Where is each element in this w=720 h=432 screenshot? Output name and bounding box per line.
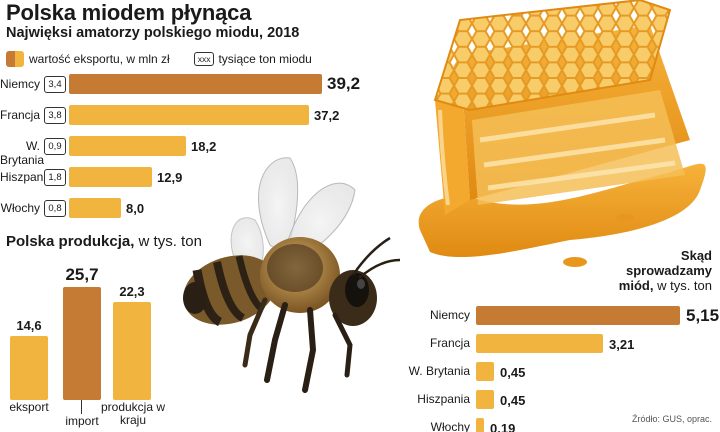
import-category-label: Francja (429, 336, 470, 350)
import-title-line-1: Skąd (680, 248, 712, 263)
source-note: Źródło: GUS, oprac. (631, 414, 712, 424)
export-value-label: 37,2 (314, 108, 340, 123)
export-category-label: Niemcy (0, 77, 41, 91)
production-value-label: 25,7 (65, 265, 99, 284)
legend-swatch-light (15, 51, 24, 67)
legend: wartość eksportu, w mln zł xxx tysiące t… (6, 51, 312, 67)
production-title-text: Polska produkcja, (6, 233, 135, 250)
import-unit: w tys. ton (653, 278, 712, 293)
import-bar-chart: Niemcy 5,15 Francja 3,21 W. Brytania 0,45 Hisz… (380, 300, 720, 432)
export-tons-box: 0,9 (44, 138, 66, 155)
legend-tons-label: tysiące ton miodu (218, 52, 312, 66)
production-category-label: produkcja w kraju (100, 400, 166, 427)
export-bar (69, 105, 309, 125)
production-bar-chart: 14,6 25,7 22,3 eksport import produkcja w kra… (0, 262, 170, 432)
production-title: Polska produkcja, w tys. ton (6, 233, 202, 250)
honeycomb-illustration (418, 0, 706, 267)
export-category-label: W. Brytania (0, 139, 45, 167)
production-value-label: 22,3 (119, 284, 145, 299)
production-category-label: import (65, 414, 99, 428)
honeybee-illustration (183, 157, 401, 393)
production-bar (63, 287, 101, 400)
production-category-label: eksport (9, 400, 49, 414)
production-label-leader (81, 400, 82, 414)
page-title: Polska miodem płynąca (6, 0, 252, 25)
export-value-label: 18,2 (191, 139, 217, 154)
import-bar (476, 390, 494, 409)
legend-export-label: wartość eksportu, w mln zł (29, 52, 170, 66)
import-title-line-3: miód, (618, 278, 654, 293)
production-bar (113, 302, 151, 400)
import-category-label: Hiszpania (417, 392, 470, 406)
export-tons-box: 0,8 (44, 200, 66, 217)
export-value-label: 8,0 (126, 201, 145, 216)
import-title: Skąd sprowadzamy miód, w tys. ton (572, 248, 712, 293)
export-category-label: Włochy (0, 201, 40, 215)
export-bar-chart: Niemcy 3,4 39,2 Francja 3,8 37,2 W. Brytania 0,… (0, 74, 400, 224)
export-value-label: 12,9 (157, 170, 183, 185)
export-value-label: 39,2 (327, 74, 361, 93)
import-bar (476, 362, 494, 381)
import-category-label: Niemcy (429, 308, 470, 322)
export-tons-box: 3,4 (44, 76, 66, 93)
import-value-label: 0,19 (490, 421, 516, 432)
import-value-label: 0,45 (500, 365, 526, 380)
import-value-label: 3,21 (609, 337, 635, 352)
export-category-label: Hiszpania (0, 170, 53, 184)
import-title-line-2: sprowadzamy (626, 263, 712, 278)
export-bar (69, 74, 322, 94)
import-bar (476, 418, 484, 432)
import-category-label: Włochy (430, 420, 470, 432)
production-unit: w tys. ton (134, 233, 202, 250)
export-bar (69, 136, 186, 156)
legend-box-sample: xxx (193, 52, 215, 66)
export-bar (69, 167, 152, 187)
import-value-label: 5,15 (686, 306, 720, 325)
export-tons-box: 1,8 (44, 169, 66, 186)
import-bar (476, 334, 603, 353)
import-bar (476, 306, 680, 325)
import-category-label: W. Brytania (408, 364, 470, 378)
page-subtitle: Najwięksi amatorzy polskiego miodu, 2018 (6, 25, 300, 41)
production-value-label: 14,6 (16, 318, 42, 333)
legend-swatch-dark (6, 51, 15, 67)
export-category-label: Francja (0, 108, 41, 122)
production-bar (10, 336, 48, 400)
import-value-label: 0,45 (500, 393, 526, 408)
export-tons-box: 3,8 (44, 107, 66, 124)
export-bar (69, 198, 121, 218)
